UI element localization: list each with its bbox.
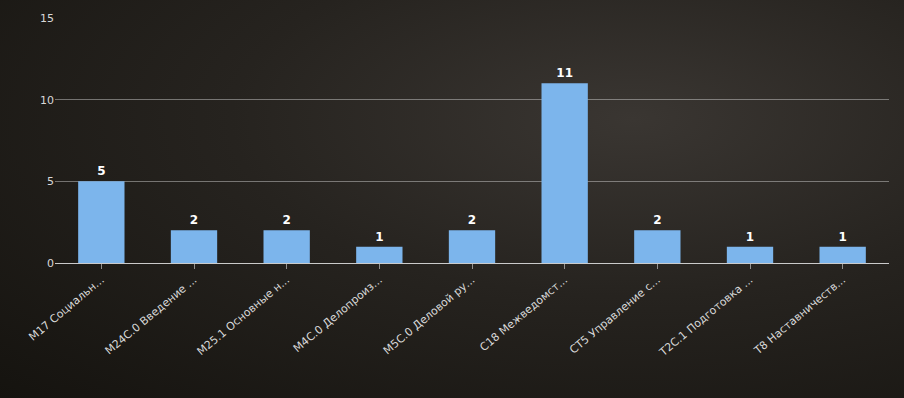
svg-text:5: 5	[47, 175, 54, 188]
svg-text:M5C.0 Деловой ру...: M5C.0 Деловой ру...	[381, 273, 478, 357]
svg-text:15: 15	[40, 12, 54, 25]
svg-text:0: 0	[47, 257, 54, 270]
svg-text:1: 1	[746, 230, 754, 244]
svg-text:5: 5	[97, 164, 105, 178]
svg-text:2: 2	[653, 213, 661, 227]
svg-text:T2C.1 Подготовка ...: T2C.1 Подготовка ...	[656, 273, 755, 359]
svg-text:1: 1	[838, 230, 846, 244]
svg-text:10: 10	[40, 94, 54, 107]
svg-text:M24C.0 Введение ...: M24C.0 Введение ...	[103, 273, 200, 357]
svg-text:M4C.0 Делопроиз...: M4C.0 Делопроиз...	[291, 273, 385, 355]
svg-text:M17 Социальн...: M17 Социальн...	[26, 273, 106, 343]
svg-text:M25.1 Основные н...: M25.1 Основные н...	[195, 273, 293, 358]
svg-text:CT5 Управление с...: CT5 Управление с...	[567, 273, 663, 356]
svg-text:T8 Наставничеств...: T8 Наставничеств...	[751, 273, 848, 357]
svg-text:2: 2	[190, 213, 198, 227]
svg-text:2: 2	[468, 213, 476, 227]
svg-text:1: 1	[375, 230, 383, 244]
svg-text:11: 11	[556, 66, 573, 80]
svg-text:2: 2	[282, 213, 290, 227]
svg-text:C18 Межведомст...: C18 Межведомст...	[477, 273, 570, 354]
